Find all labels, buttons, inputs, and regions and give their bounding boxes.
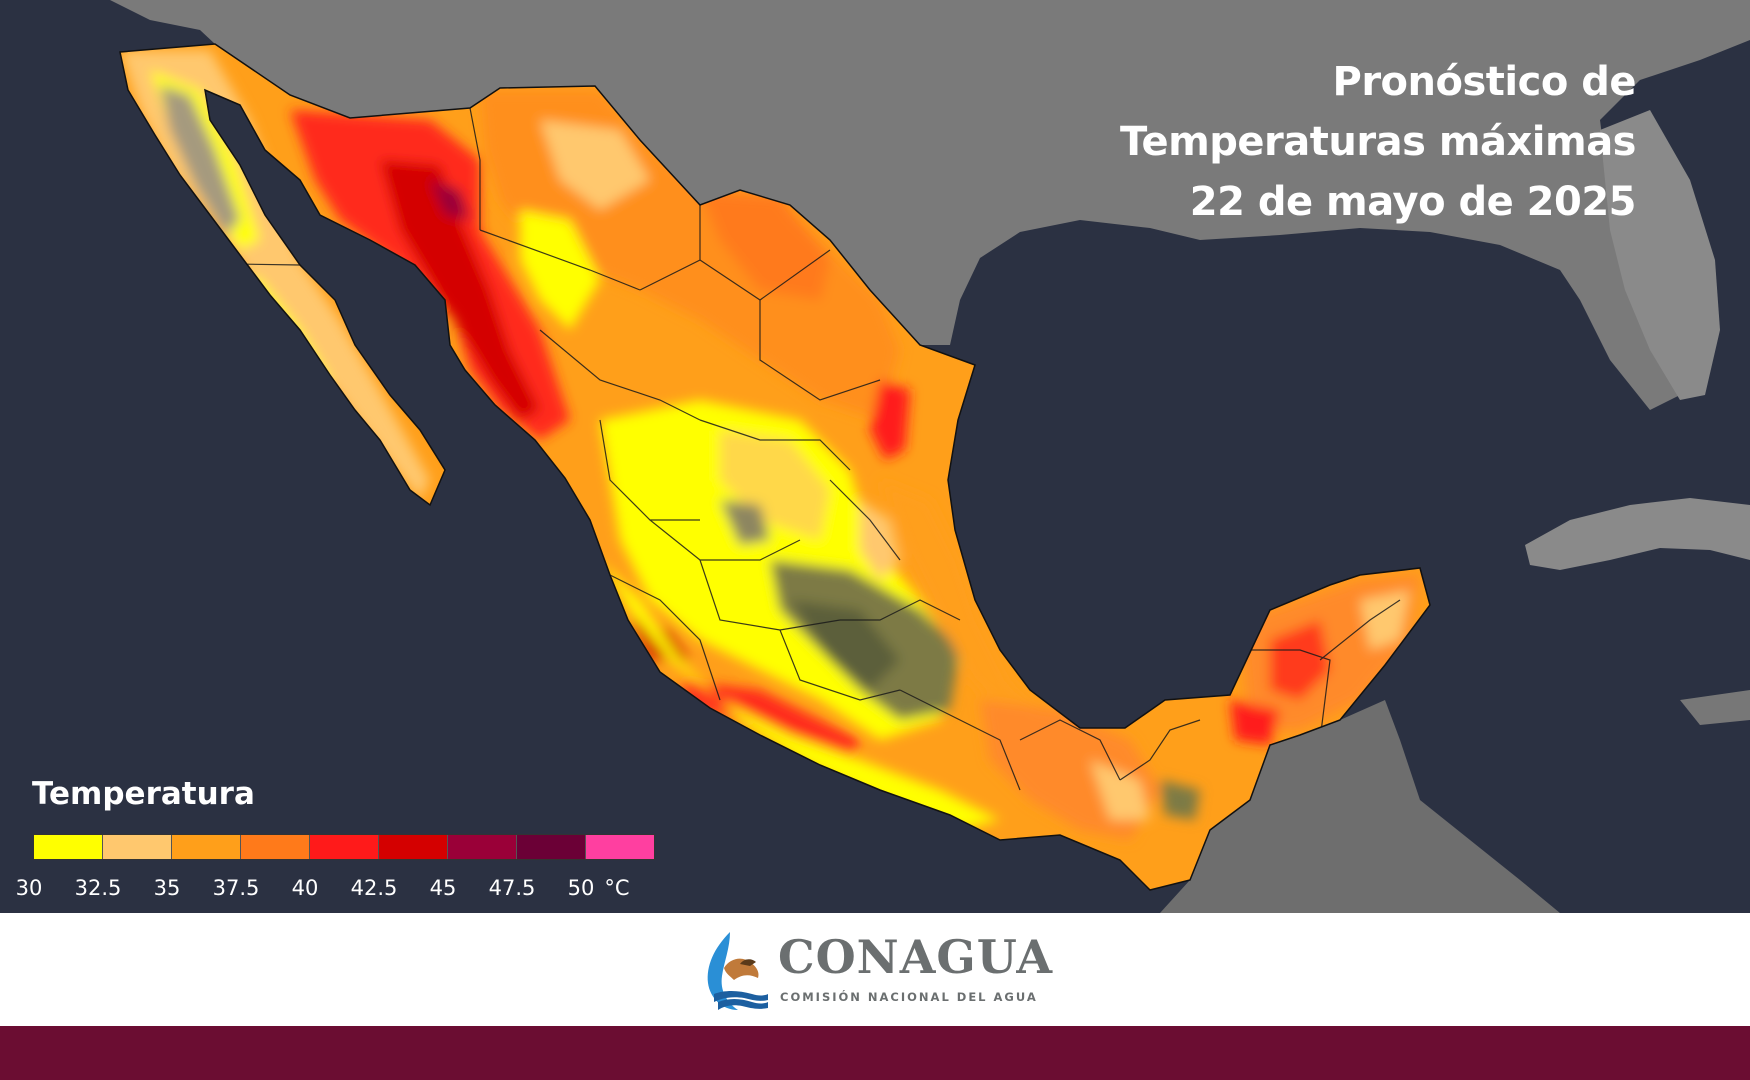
forecast-map: Pronóstico de Temperaturas máximas 22 de… [0, 0, 1750, 913]
legend-swatch [517, 835, 586, 859]
map-title: Pronóstico de Temperaturas máximas 22 de… [1120, 52, 1636, 232]
legend-swatch [448, 835, 517, 859]
legend-swatch [310, 835, 379, 859]
legend-swatch [241, 835, 310, 859]
logo-name: CONAGUA [778, 930, 1054, 984]
legend-tick-label: 45 [429, 876, 457, 900]
legend-tick-label: 37.5 [212, 876, 260, 900]
legend-tick-label: 32.5 [74, 876, 122, 900]
legend-swatch [172, 835, 241, 859]
logo-band: CONAGUA COMISIÓN NACIONAL DEL AGUA [0, 913, 1750, 1026]
legend-tick-label: °C [604, 876, 630, 900]
legend-tick-label: 35 [153, 876, 181, 900]
legend-title: Temperatura [32, 776, 255, 812]
legend-tick-label: 30 [15, 876, 43, 900]
conagua-emblem-icon [707, 932, 768, 1010]
legend-swatch [103, 835, 172, 859]
islands [1680, 690, 1750, 725]
legend-tick-label: 40 [291, 876, 319, 900]
legend-swatch [34, 835, 103, 859]
map-canvas [110, 0, 1750, 913]
legend-tick-label: 47.5 [488, 876, 536, 900]
legend-swatch [586, 835, 654, 859]
usa-landmass [110, 0, 1750, 410]
legend-swatch [379, 835, 448, 859]
florida [1600, 110, 1720, 400]
conagua-logo: CONAGUA COMISIÓN NACIONAL DEL AGUA [700, 928, 1060, 1014]
legend-tick-label: 42.5 [350, 876, 398, 900]
title-line-2: Temperaturas máximas [1120, 119, 1636, 165]
footer-band [0, 1026, 1750, 1080]
title-line-3: 22 de mayo de 2025 [1189, 179, 1637, 225]
legend-color-bar [33, 834, 655, 860]
legend-tick-labels: 30 32.5 35 37.5 40 42.5 45 47.5 50 °C [0, 876, 700, 906]
logo-subtitle: COMISIÓN NACIONAL DEL AGUA [780, 990, 1038, 1004]
title-line-1: Pronóstico de [1332, 59, 1637, 105]
cuba [1525, 498, 1750, 570]
legend-tick-label: 50 [567, 876, 595, 900]
